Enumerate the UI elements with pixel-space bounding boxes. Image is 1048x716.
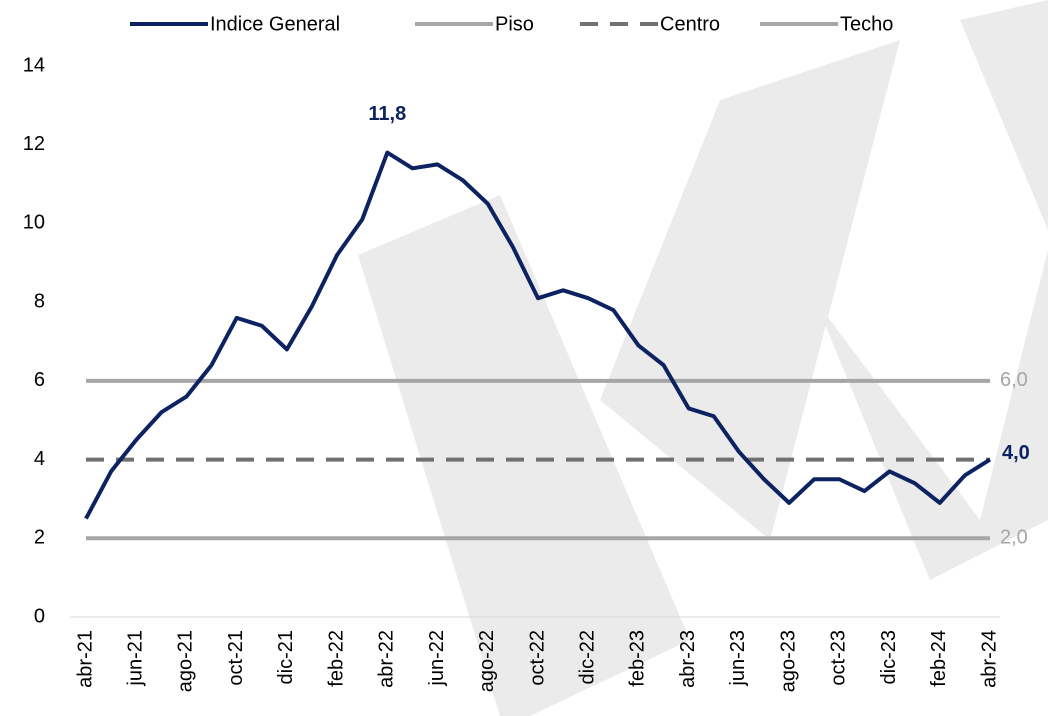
data-label: 2,0: [1000, 527, 1028, 549]
y-tick-label: 12: [23, 133, 45, 155]
x-tick-label: ago-21: [175, 630, 197, 692]
watermark-shape: [600, 40, 900, 540]
legend-label: Techo: [840, 13, 893, 35]
data-label: 6,0: [1000, 369, 1028, 391]
x-tick-label: abr-23: [677, 630, 699, 688]
watermark-shape: [358, 195, 690, 716]
y-tick-label: 6: [34, 369, 45, 391]
legend-label: Piso: [495, 13, 534, 35]
x-tick-label: abr-22: [376, 630, 398, 688]
y-tick-label: 14: [23, 54, 45, 76]
data-label: 4,0: [1002, 442, 1030, 464]
x-tick-label: ago-22: [476, 630, 498, 692]
x-tick-label: abr-21: [74, 630, 96, 688]
x-tick-label: feb-24: [928, 630, 950, 687]
x-tick-label: ago-23: [777, 630, 799, 692]
series-line: [84, 150, 992, 520]
x-tick-label: feb-23: [627, 630, 649, 687]
watermark-shape: [815, 250, 1048, 580]
y-tick-label: 8: [34, 290, 45, 312]
y-tick-label: 4: [34, 448, 45, 470]
x-tick-label: dic-23: [878, 630, 900, 684]
x-tick-label: dic-22: [577, 630, 599, 684]
y-tick-label: 2: [34, 527, 45, 549]
watermark: [358, 0, 1048, 716]
legend-label: Indice General: [210, 13, 340, 35]
x-tick-label: abr-24: [978, 630, 1000, 688]
legend-label: Centro: [660, 13, 720, 35]
x-tick-label: jun-22: [426, 630, 448, 687]
x-tick-label: feb-22: [325, 630, 347, 687]
x-tick-label: jun-23: [727, 630, 749, 687]
y-tick-label: 10: [23, 212, 45, 234]
x-tick-label: oct-22: [526, 630, 548, 686]
x-tick-label: oct-23: [828, 630, 850, 686]
x-tick-label: jun-21: [125, 630, 147, 687]
y-tick-label: 0: [34, 605, 45, 627]
x-tick-label: oct-21: [225, 630, 247, 686]
data-label: 11,8: [368, 103, 406, 125]
x-tick-label: dic-21: [275, 630, 297, 684]
watermark-shape: [960, 0, 1048, 230]
